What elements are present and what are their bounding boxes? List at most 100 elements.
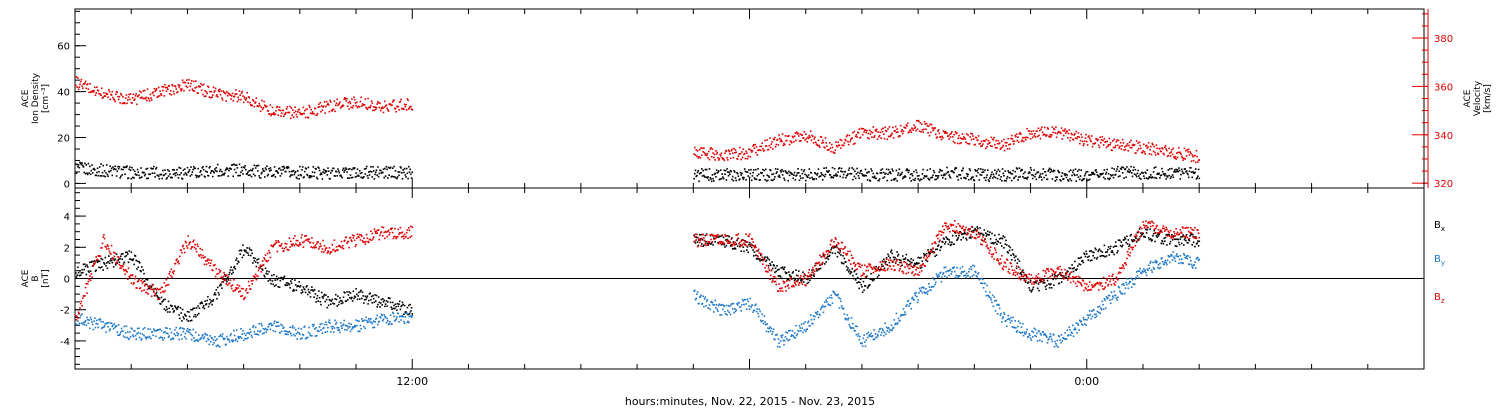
data-point (1074, 174, 1076, 177)
data-point (1083, 252, 1085, 255)
data-point (707, 157, 709, 159)
data-point (859, 335, 861, 338)
data-point (326, 306, 329, 309)
data-point (1013, 177, 1015, 180)
data-point (1130, 165, 1132, 168)
data-point (767, 257, 769, 260)
data-point (937, 244, 940, 246)
data-point (1052, 278, 1054, 281)
data-point (745, 179, 747, 181)
data-point (1119, 244, 1122, 247)
data-point (403, 320, 405, 323)
data-point (148, 335, 151, 338)
data-point (318, 290, 320, 292)
data-point (1088, 174, 1090, 176)
data-point (242, 254, 245, 256)
data-point (925, 252, 928, 255)
data-point (929, 168, 931, 170)
data-point (734, 248, 737, 250)
data-point (746, 152, 748, 154)
data-point (786, 272, 788, 274)
data-point (123, 166, 126, 169)
data-point (935, 273, 938, 275)
data-point (1067, 180, 1070, 182)
data-point (274, 279, 277, 281)
data-point (189, 85, 192, 88)
data-point (273, 322, 275, 325)
data-point (1107, 144, 1110, 146)
data-point (1071, 264, 1073, 266)
data-point (715, 303, 718, 306)
data-point (817, 316, 820, 319)
data-point (303, 112, 305, 115)
data-point (696, 241, 699, 243)
data-point (169, 311, 171, 313)
data-point (378, 106, 381, 109)
data-point (118, 166, 121, 168)
data-point (1109, 143, 1111, 146)
data-point (147, 97, 149, 99)
data-point (122, 263, 125, 265)
data-point (205, 333, 207, 336)
data-point (283, 330, 286, 332)
data-point (1198, 177, 1201, 180)
data-point (341, 176, 343, 179)
data-point (408, 106, 411, 109)
data-point (1160, 150, 1163, 153)
data-point (905, 253, 908, 256)
data-point (358, 175, 360, 177)
data-point (953, 171, 955, 174)
data-point (243, 332, 246, 335)
data-point (1033, 169, 1035, 171)
data-point (727, 235, 729, 237)
data-point (1001, 168, 1004, 170)
data-point (1169, 168, 1171, 170)
data-point (1071, 133, 1073, 136)
data-point (923, 287, 925, 289)
data-point (215, 289, 218, 291)
data-point (833, 167, 836, 170)
data-point (901, 129, 903, 131)
data-point (1154, 259, 1157, 262)
data-point (396, 316, 398, 318)
data-point (744, 157, 747, 160)
data-point (216, 163, 219, 166)
data-point (961, 265, 964, 268)
data-point (250, 249, 253, 251)
data-point (350, 323, 352, 325)
data-point (770, 327, 773, 330)
data-point (988, 180, 990, 183)
data-point (278, 277, 280, 279)
data-point (993, 242, 995, 244)
data-point (945, 271, 948, 273)
data-point (1017, 325, 1019, 328)
data-point (82, 322, 84, 325)
data-point (261, 324, 263, 327)
data-point (163, 174, 166, 176)
data-point (749, 297, 752, 300)
data-point (247, 332, 250, 334)
data-point (794, 132, 797, 134)
data-point (1095, 248, 1097, 251)
data-point (881, 328, 884, 330)
data-point (873, 176, 875, 179)
data-point (1006, 325, 1008, 328)
data-point (168, 85, 170, 87)
data-point (243, 167, 246, 169)
data-point (103, 324, 106, 327)
data-point (91, 321, 93, 323)
data-point (1156, 260, 1158, 263)
data-point (115, 325, 118, 327)
data-point (136, 332, 138, 335)
data-point (1127, 239, 1130, 241)
data-point (989, 175, 992, 178)
data-point (1096, 174, 1099, 176)
data-point (717, 170, 720, 172)
data-point (1152, 150, 1155, 153)
data-point (214, 292, 216, 294)
data-point (761, 142, 763, 144)
y-tick-label: 4 (64, 212, 70, 223)
data-point (176, 168, 178, 171)
data-point (1123, 284, 1125, 286)
data-point (781, 334, 784, 336)
